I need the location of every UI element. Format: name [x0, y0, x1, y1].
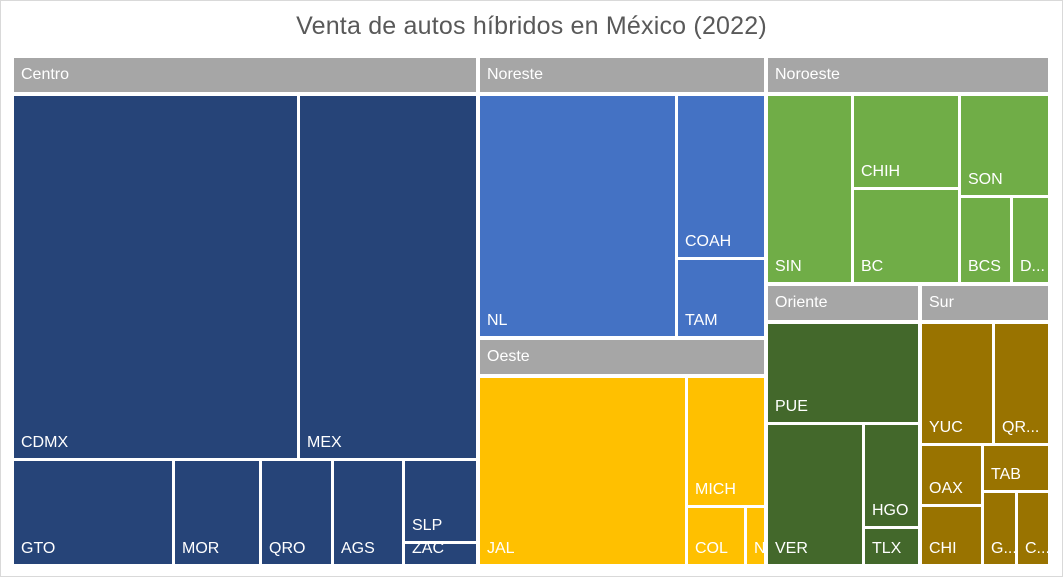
treemap-cell-mex: MEX	[300, 96, 476, 458]
treemap-cell-oax: OAX	[922, 446, 981, 504]
treemap-cell-tam: TAM	[678, 260, 764, 336]
cell-label: YUC	[929, 419, 963, 436]
treemap-cell-tab: TAB	[984, 446, 1048, 490]
cell-label: OAX	[929, 480, 963, 497]
cell-label: D...	[1020, 258, 1045, 275]
treemap-cell-coah: COAH	[678, 96, 764, 257]
cell-label: NL	[487, 312, 508, 329]
treemap-cell-qr: QR...	[995, 324, 1048, 443]
group-header-oriente: Oriente	[768, 286, 918, 320]
group-header-sur: Sur	[922, 286, 1048, 320]
treemap-cell-tlx: TLX	[865, 529, 918, 564]
treemap-cell-d: D...	[1013, 198, 1048, 282]
cell-label: HGO	[872, 502, 909, 519]
cell-label: QR...	[1002, 419, 1040, 436]
chart-title: Venta de autos híbridos en México (2022)	[296, 12, 767, 40]
treemap-cell-col: COL	[688, 508, 744, 564]
cell-label: PUE	[775, 398, 808, 415]
cell-label: BCS	[968, 258, 1001, 275]
group-header-oeste: Oeste	[480, 340, 764, 374]
cell-label: TAM	[685, 312, 718, 329]
cell-label: COAH	[685, 233, 732, 250]
cell-label: BC	[861, 258, 884, 275]
cell-label: COL	[695, 540, 728, 557]
cell-label: N...	[754, 540, 764, 557]
treemap-cell-yuc: YUC	[922, 324, 992, 443]
cell-label: ZAC	[412, 544, 444, 557]
treemap-cell-jal: JAL	[480, 378, 685, 564]
treemap-cell-cdmx: CDMX	[14, 96, 297, 458]
treemap-cell-chih: CHIH	[854, 96, 958, 187]
cell-label: GTO	[21, 540, 56, 557]
cell-label: CHI	[929, 540, 957, 557]
cell-label: C...	[1025, 540, 1048, 557]
treemap-cell-sin: SIN	[768, 96, 851, 282]
treemap-cell-nl: NL	[480, 96, 675, 336]
treemap-cell-bc: BC	[854, 190, 958, 282]
treemap-cell-c: C...	[1018, 493, 1048, 564]
cell-label: CDMX	[21, 434, 69, 451]
treemap-cell-bcs: BCS	[961, 198, 1010, 282]
treemap-cell-n: N...	[747, 508, 764, 564]
cell-label: JAL	[487, 540, 515, 557]
cell-label: G...	[991, 540, 1015, 557]
treemap-cell-ver: VER	[768, 425, 862, 564]
cell-label: TLX	[872, 540, 902, 557]
group-header-centro: Centro	[14, 58, 476, 92]
treemap-cell-ags: AGS	[334, 461, 402, 564]
cell-label: SLP	[412, 517, 443, 534]
treemap-cell-mor: MOR	[175, 461, 259, 564]
group-header-noroeste: Noroeste	[768, 58, 1048, 92]
treemap-cell-zac: ZAC	[405, 544, 476, 564]
treemap-cell-g: G...	[984, 493, 1015, 564]
cell-label: TAB	[991, 466, 1021, 483]
treemap-cell-pue: PUE	[768, 324, 918, 422]
treemap-cell-slp: SLP	[405, 461, 476, 541]
cell-label: QRO	[269, 540, 306, 557]
cell-label: SIN	[775, 258, 802, 275]
treemap-cell-gto: GTO	[14, 461, 172, 564]
treemap-cell-son: SON	[961, 96, 1048, 195]
group-header-noreste: Noreste	[480, 58, 764, 92]
treemap-cell-hgo: HGO	[865, 425, 918, 526]
cell-label: VER	[775, 540, 808, 557]
cell-label: MICH	[695, 481, 736, 498]
treemap-cell-chi: CHI	[922, 507, 981, 564]
cell-label: CHIH	[861, 163, 901, 180]
cell-label: MEX	[307, 434, 342, 451]
cell-label: AGS	[341, 540, 375, 557]
treemap-cell-mich: MICH	[688, 378, 764, 505]
cell-label: SON	[968, 171, 1003, 188]
cell-label: MOR	[182, 540, 220, 557]
treemap-cell-qro: QRO	[262, 461, 331, 564]
